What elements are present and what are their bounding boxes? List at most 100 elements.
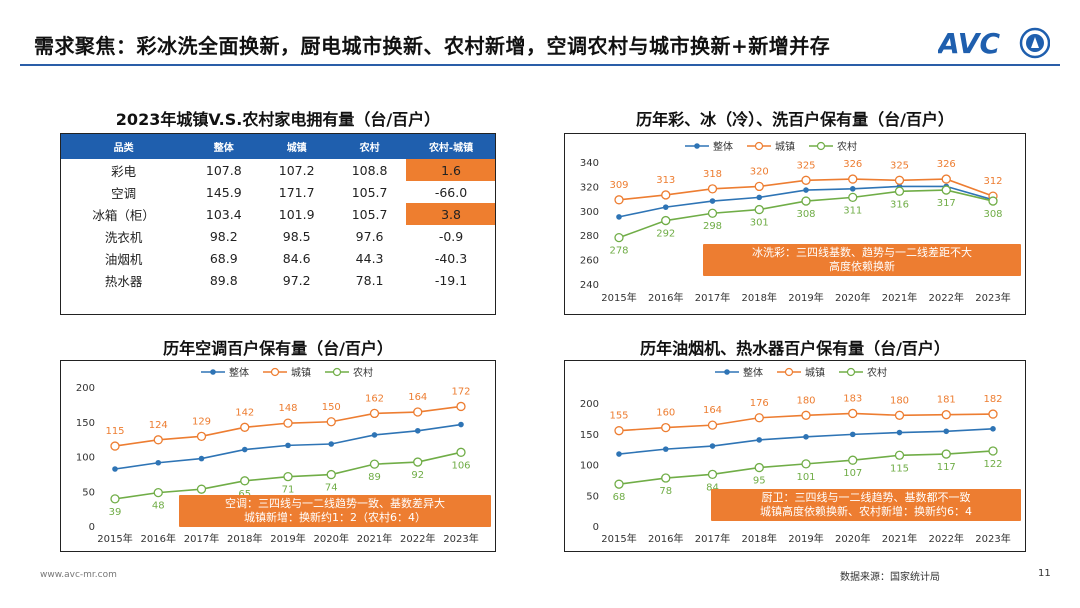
data-label-rural: 74 — [325, 483, 338, 494]
data-label-urban: 183 — [843, 393, 862, 404]
point-overall — [849, 431, 856, 438]
callout-hood-water-heater: 厨卫：三四线与一二线趋势、基数都不一致 城镇高度依赖换新、农村新增：换新约6：4 — [711, 489, 1021, 521]
point-urban — [894, 175, 905, 185]
data-label-rural: 107 — [843, 468, 862, 479]
y-tick-label: 150 — [76, 418, 95, 429]
point-rural — [196, 484, 207, 494]
x-tick-label: 2022年 — [929, 291, 964, 304]
data-label-rural: 122 — [983, 459, 1002, 470]
point-overall — [112, 466, 118, 472]
footer-website: www.avc-mr.com — [40, 570, 117, 580]
legend-marker-overall — [724, 369, 730, 375]
legend-label-overall: 整体 — [713, 140, 733, 153]
table-cell: -66.0 — [434, 184, 468, 200]
chart-title-hood-water-heater: 历年油烟机、热水器百户保有量（台/百户） — [640, 339, 950, 358]
x-tick-label: 2022年 — [929, 532, 964, 545]
table-cell: 145.9 — [205, 184, 242, 200]
point-overall — [849, 186, 856, 192]
point-overall — [285, 442, 291, 449]
table-cell: 热水器 — [104, 273, 143, 289]
data-label-rural: 84 — [706, 482, 719, 493]
avc-logo: AVC — [938, 27, 1050, 60]
point-overall — [803, 187, 809, 193]
point-overall — [371, 432, 378, 438]
x-tick-label: 2023年 — [975, 291, 1010, 304]
chart-box-tv-fridge-washer: 240 260 280 300 320 340 2015年 2016年 2017年 2018年 20… — [564, 133, 1026, 315]
table-header-cell: 品类 — [60, 133, 188, 159]
data-label-rural: 78 — [659, 486, 672, 497]
point-rural — [661, 473, 671, 483]
x-tick-label: 2017年 — [184, 532, 219, 545]
table-header-cell: 整体 — [187, 133, 261, 159]
data-label-urban: 320 — [750, 166, 769, 177]
point-overall — [662, 204, 669, 210]
y-tick-label: 300 — [580, 207, 599, 218]
data-label-urban: 162 — [365, 393, 384, 404]
point-rural — [707, 469, 718, 479]
point-urban — [754, 181, 764, 192]
table-cell: 洗衣机 — [104, 229, 143, 245]
point-overall — [709, 443, 716, 449]
table-cell: -0.9 — [438, 228, 464, 244]
point-rural — [894, 186, 905, 196]
x-tick-label: 2022年 — [400, 532, 435, 545]
x-tick-label: 2018年 — [227, 532, 262, 545]
point-overall — [756, 437, 763, 443]
point-rural — [614, 479, 624, 489]
point-overall — [943, 428, 950, 435]
point-urban — [196, 431, 207, 441]
table-cell: 44.3 — [355, 250, 384, 266]
table-cell: 98.2 — [209, 228, 238, 244]
table-row: 空调 145.9 171.7 105.7 -66.0 — [60, 181, 496, 203]
point-urban — [707, 184, 718, 194]
callout-line: 冰洗彩：三四线基数、趋势与一二线差距不大 — [752, 246, 972, 259]
y-tick-label: 100 — [76, 453, 95, 464]
legend-marker-rural — [816, 141, 826, 151]
legend-label-overall: 整体 — [743, 366, 763, 379]
y-tick-label: 0 — [593, 522, 599, 533]
x-tick-label: 2015年 — [601, 291, 636, 304]
data-label-rural: 106 — [451, 460, 470, 471]
callout-line: 空调：三四线与一二线趋势一致、基数差异大 — [225, 497, 445, 510]
data-label-urban: 326 — [937, 159, 956, 170]
series-line-overall — [618, 428, 994, 455]
data-label-urban: 180 — [890, 395, 909, 406]
data-label-urban: 115 — [105, 426, 124, 437]
header-rule — [20, 64, 1060, 66]
table-cell-highlight: 1.6 — [406, 159, 496, 181]
point-urban — [707, 420, 718, 430]
x-tick-label: 2016年 — [648, 291, 683, 304]
table-cell: 108.8 — [351, 162, 388, 178]
point-urban — [614, 195, 624, 205]
slide-title: 需求聚焦：彩冰洗全面换新，厨电城市换新、农村新增，空调农村与城市换新+新增并存 — [34, 34, 831, 58]
point-rural — [614, 232, 624, 243]
footer-source: 数据来源：国家统计局 — [840, 572, 940, 583]
table-cell: 空调 — [111, 185, 137, 201]
data-label-rural: 48 — [152, 501, 165, 512]
chart-title-air-conditioner: 历年空调百户保有量（台/百户） — [163, 339, 393, 358]
x-tick-label: 2019年 — [788, 532, 823, 545]
y-tick-label: 200 — [76, 383, 95, 394]
data-label-urban: 176 — [750, 398, 769, 409]
data-label-urban: 142 — [235, 407, 254, 418]
x-tick-label: 2019年 — [788, 291, 823, 304]
point-urban — [801, 410, 811, 420]
legend-marker-overall — [210, 369, 216, 375]
point-rural — [801, 196, 811, 206]
legend-marker-rural — [332, 367, 342, 377]
data-label-rural: 65 — [238, 489, 251, 500]
x-tick-label: 2015年 — [601, 532, 636, 545]
y-tick-label: 340 — [580, 158, 599, 169]
data-label-rural: 95 — [753, 476, 766, 487]
legend-label-rural: 农村 — [353, 366, 373, 379]
data-label-rural: 298 — [703, 221, 722, 232]
table-cell: 98.5 — [282, 228, 311, 244]
point-rural — [413, 457, 423, 467]
data-label-rural: 115 — [890, 463, 909, 474]
y-tick-label: 200 — [580, 399, 599, 410]
data-label-rural: 308 — [796, 209, 815, 220]
chart-box-air-conditioner: 0 50 100 150 200 2015年 2016年 2017年 2018年 2019年 202… — [60, 360, 496, 552]
table-row: 油烟机 68.9 84.6 44.3 -40.3 — [60, 247, 496, 269]
point-urban — [848, 174, 858, 184]
data-label-urban: 182 — [983, 394, 1002, 405]
